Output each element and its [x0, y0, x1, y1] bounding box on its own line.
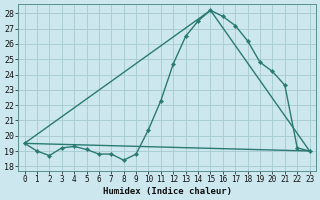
X-axis label: Humidex (Indice chaleur): Humidex (Indice chaleur)	[103, 187, 232, 196]
